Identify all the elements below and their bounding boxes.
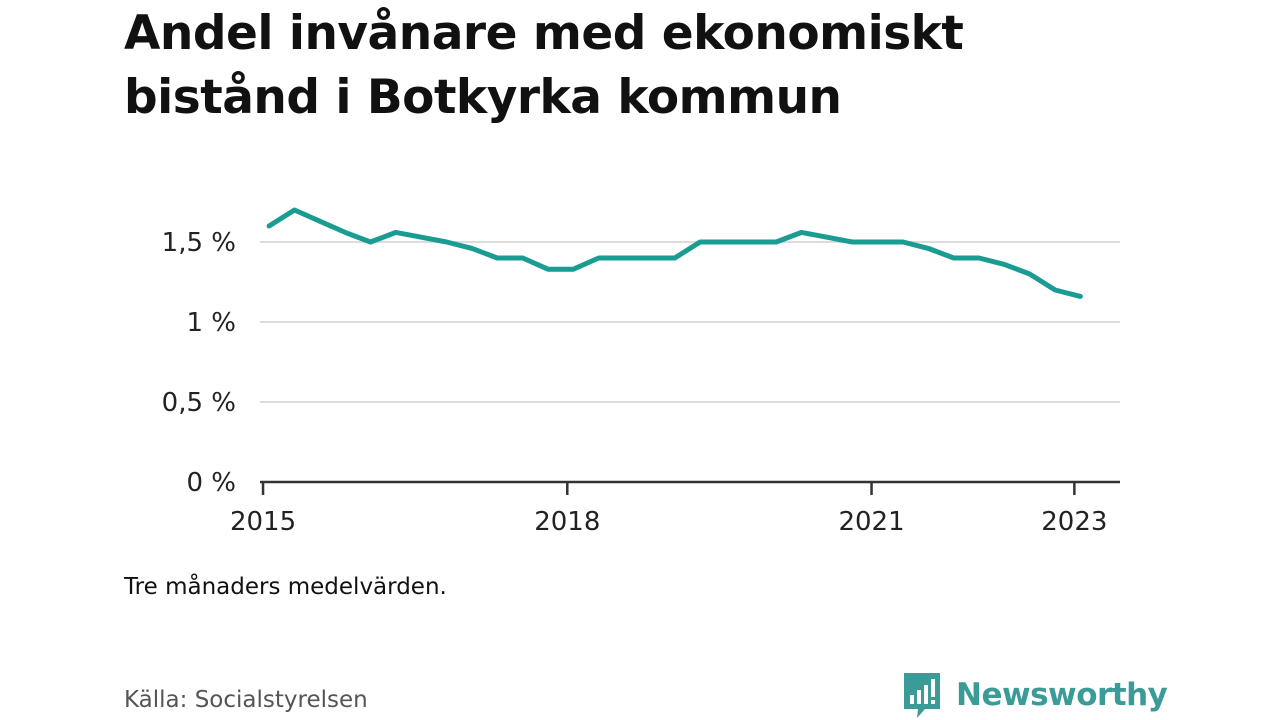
- y-tick-label: 0,5 %: [162, 388, 236, 418]
- grid-lines: [260, 241, 1120, 403]
- y-axis-tick-labels: 0 % 0,5 % 1 % 1,5 %: [162, 228, 236, 498]
- x-tick-label: 2015: [230, 507, 296, 537]
- y-tick-label: 1,5 %: [162, 228, 236, 258]
- line-chart: 0 % 0,5 % 1 % 1,5 % 2015 2018 2021 2023: [162, 207, 1120, 537]
- chart-note: Tre månaders medelvärden.: [124, 574, 447, 600]
- x-tick-label: 2023: [1041, 507, 1107, 537]
- source-credit: Källa: Socialstyrelsen: [124, 687, 368, 713]
- x-axis-ticks: 2015 2018 2021 2023: [230, 482, 1107, 537]
- brand-logo: Newsworthy: [902, 670, 1168, 720]
- series-line: [266, 207, 1083, 299]
- bar-chart-speech-bubble-icon: [904, 673, 940, 718]
- x-tick-label: 2021: [838, 507, 904, 537]
- y-tick-label: 0 %: [186, 468, 236, 498]
- chart-title: Andel invånare med ekonomiskt bistånd i …: [124, 6, 964, 125]
- brand-name: Newsworthy: [956, 677, 1168, 713]
- data-series: [266, 207, 1083, 299]
- x-tick-label: 2018: [534, 507, 600, 537]
- y-tick-label: 1 %: [186, 308, 236, 338]
